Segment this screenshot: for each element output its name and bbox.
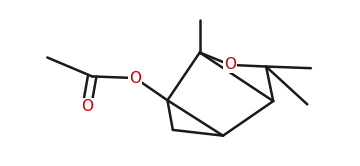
Text: O: O [224,57,236,72]
Text: O: O [81,99,93,114]
Text: O: O [129,71,141,85]
